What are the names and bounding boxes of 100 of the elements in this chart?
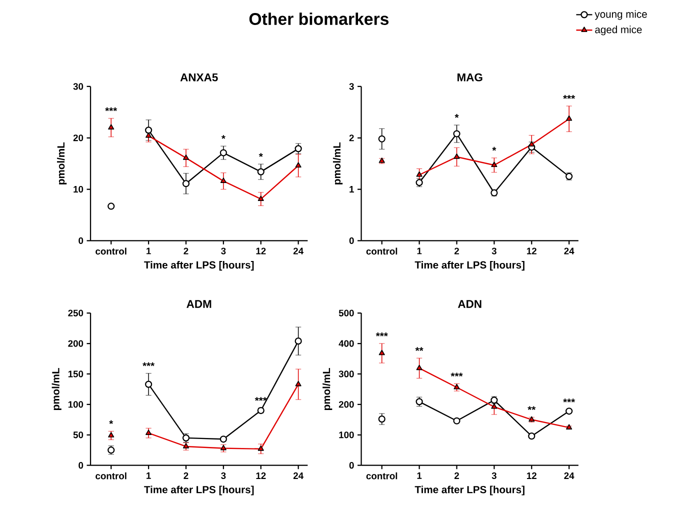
x-tick-label: 2 bbox=[454, 248, 459, 254]
x-axis-title: Time after LPS [hours] bbox=[144, 486, 254, 496]
point bbox=[378, 136, 386, 143]
y-tick-label: 200 bbox=[338, 401, 354, 408]
chart-title: ADM bbox=[186, 300, 212, 308]
y-tick-label: 20 bbox=[73, 134, 84, 142]
point bbox=[258, 446, 264, 452]
point bbox=[144, 126, 152, 134]
point bbox=[453, 418, 460, 425]
x-tick-label: 2 bbox=[454, 472, 459, 480]
point bbox=[378, 416, 386, 423]
y-axis-title: pmol/mL bbox=[57, 142, 67, 185]
annotation: *** bbox=[376, 332, 388, 337]
annotation: *** bbox=[563, 398, 576, 403]
point bbox=[454, 154, 460, 160]
point bbox=[566, 116, 572, 121]
point bbox=[108, 202, 115, 210]
y-tick-label: 500 bbox=[338, 310, 354, 317]
x-tick-label: 24 bbox=[293, 472, 304, 480]
point bbox=[416, 172, 422, 178]
x-axis-title: Time after LPS [hours] bbox=[144, 261, 254, 271]
y-tick-label: 150 bbox=[68, 370, 84, 378]
y-tick-label: 100 bbox=[339, 432, 354, 438]
y-tick-label: 50 bbox=[73, 432, 84, 438]
y-tick-label: 300 bbox=[338, 370, 354, 378]
point bbox=[453, 130, 460, 138]
point bbox=[491, 162, 498, 168]
y-tick-label: 0 bbox=[78, 462, 84, 469]
legend-label: aged mice bbox=[595, 26, 642, 36]
x-tick-label: 12 bbox=[527, 248, 536, 254]
x-axis-title: Time after LPS [hours] bbox=[414, 261, 524, 271]
y-tick-label: 2 bbox=[349, 134, 354, 142]
x-tick-label: 3 bbox=[221, 248, 226, 255]
annotation: * bbox=[492, 147, 496, 151]
y-tick-label: 250 bbox=[68, 310, 84, 317]
annotation: *** bbox=[254, 397, 267, 402]
legend-label: young mice bbox=[594, 10, 647, 20]
y-tick-label: 200 bbox=[68, 340, 84, 348]
point bbox=[182, 180, 190, 188]
x-tick-label: 12 bbox=[527, 472, 536, 480]
x-tick-label: 24 bbox=[564, 472, 574, 480]
y-tick-label: 100 bbox=[68, 401, 84, 408]
x-tick-label: 1 bbox=[146, 248, 151, 254]
y-tick-label: 3 bbox=[349, 83, 354, 90]
x-tick-label: control bbox=[366, 472, 398, 480]
x-tick-label: 24 bbox=[564, 248, 574, 254]
point bbox=[295, 162, 302, 168]
x-tick-label: 1 bbox=[417, 248, 422, 254]
point bbox=[566, 408, 573, 415]
x-tick-label: 1 bbox=[417, 472, 422, 480]
annotation: * bbox=[221, 135, 226, 140]
point bbox=[220, 149, 228, 157]
x-tick-label: control bbox=[96, 248, 126, 255]
point bbox=[220, 178, 226, 184]
point bbox=[108, 124, 114, 130]
point bbox=[220, 436, 228, 443]
y-axis-title: pmol/mL bbox=[332, 142, 343, 185]
annotation: * bbox=[109, 420, 114, 424]
y-tick-label: 400 bbox=[338, 340, 354, 348]
chart-title: MAG bbox=[457, 74, 482, 82]
x-tick-label: 3 bbox=[492, 248, 496, 255]
x-tick-label: 3 bbox=[492, 472, 496, 480]
y-tick-label: 10 bbox=[74, 186, 84, 193]
x-tick-label: 1 bbox=[146, 472, 151, 480]
y-tick-label: 0 bbox=[349, 238, 354, 244]
annotation: *** bbox=[450, 372, 463, 377]
point bbox=[258, 196, 264, 202]
y-tick-label: 0 bbox=[349, 462, 354, 469]
annotation: *** bbox=[105, 108, 118, 112]
point bbox=[378, 350, 385, 356]
x-tick-label: 12 bbox=[256, 472, 266, 480]
point bbox=[220, 445, 226, 450]
point bbox=[182, 154, 190, 160]
annotation: * bbox=[454, 114, 459, 118]
point bbox=[295, 381, 302, 386]
x-tick-label: 3 bbox=[221, 472, 226, 480]
point bbox=[416, 364, 422, 370]
y-axis-title: pmol/mL bbox=[52, 368, 62, 410]
point bbox=[566, 424, 572, 430]
chart-subtitle: ANXA5 bbox=[180, 74, 218, 82]
x-tick-label: 2 bbox=[184, 472, 188, 480]
annotation: * bbox=[258, 153, 263, 158]
point bbox=[182, 443, 190, 449]
y-tick-label: 0 bbox=[78, 238, 84, 244]
annotation: ** bbox=[528, 406, 536, 410]
annotation: ** bbox=[415, 347, 424, 352]
x-tick-label: control bbox=[366, 248, 398, 255]
x-tick-label: control bbox=[96, 472, 126, 480]
point bbox=[454, 384, 460, 390]
x-tick-label: 24 bbox=[293, 248, 304, 254]
chart-title: Other biomarkers bbox=[249, 12, 389, 26]
chart-title: ADN bbox=[458, 300, 482, 308]
x-axis-title: Time after LPS [hours] bbox=[414, 486, 524, 496]
point bbox=[294, 338, 302, 345]
x-tick-label: 2 bbox=[184, 248, 188, 254]
y-tick-label: 30 bbox=[73, 83, 84, 90]
x-tick-label: 12 bbox=[256, 248, 266, 254]
annotation: *** bbox=[563, 95, 576, 100]
point bbox=[257, 168, 264, 176]
point bbox=[108, 432, 114, 438]
